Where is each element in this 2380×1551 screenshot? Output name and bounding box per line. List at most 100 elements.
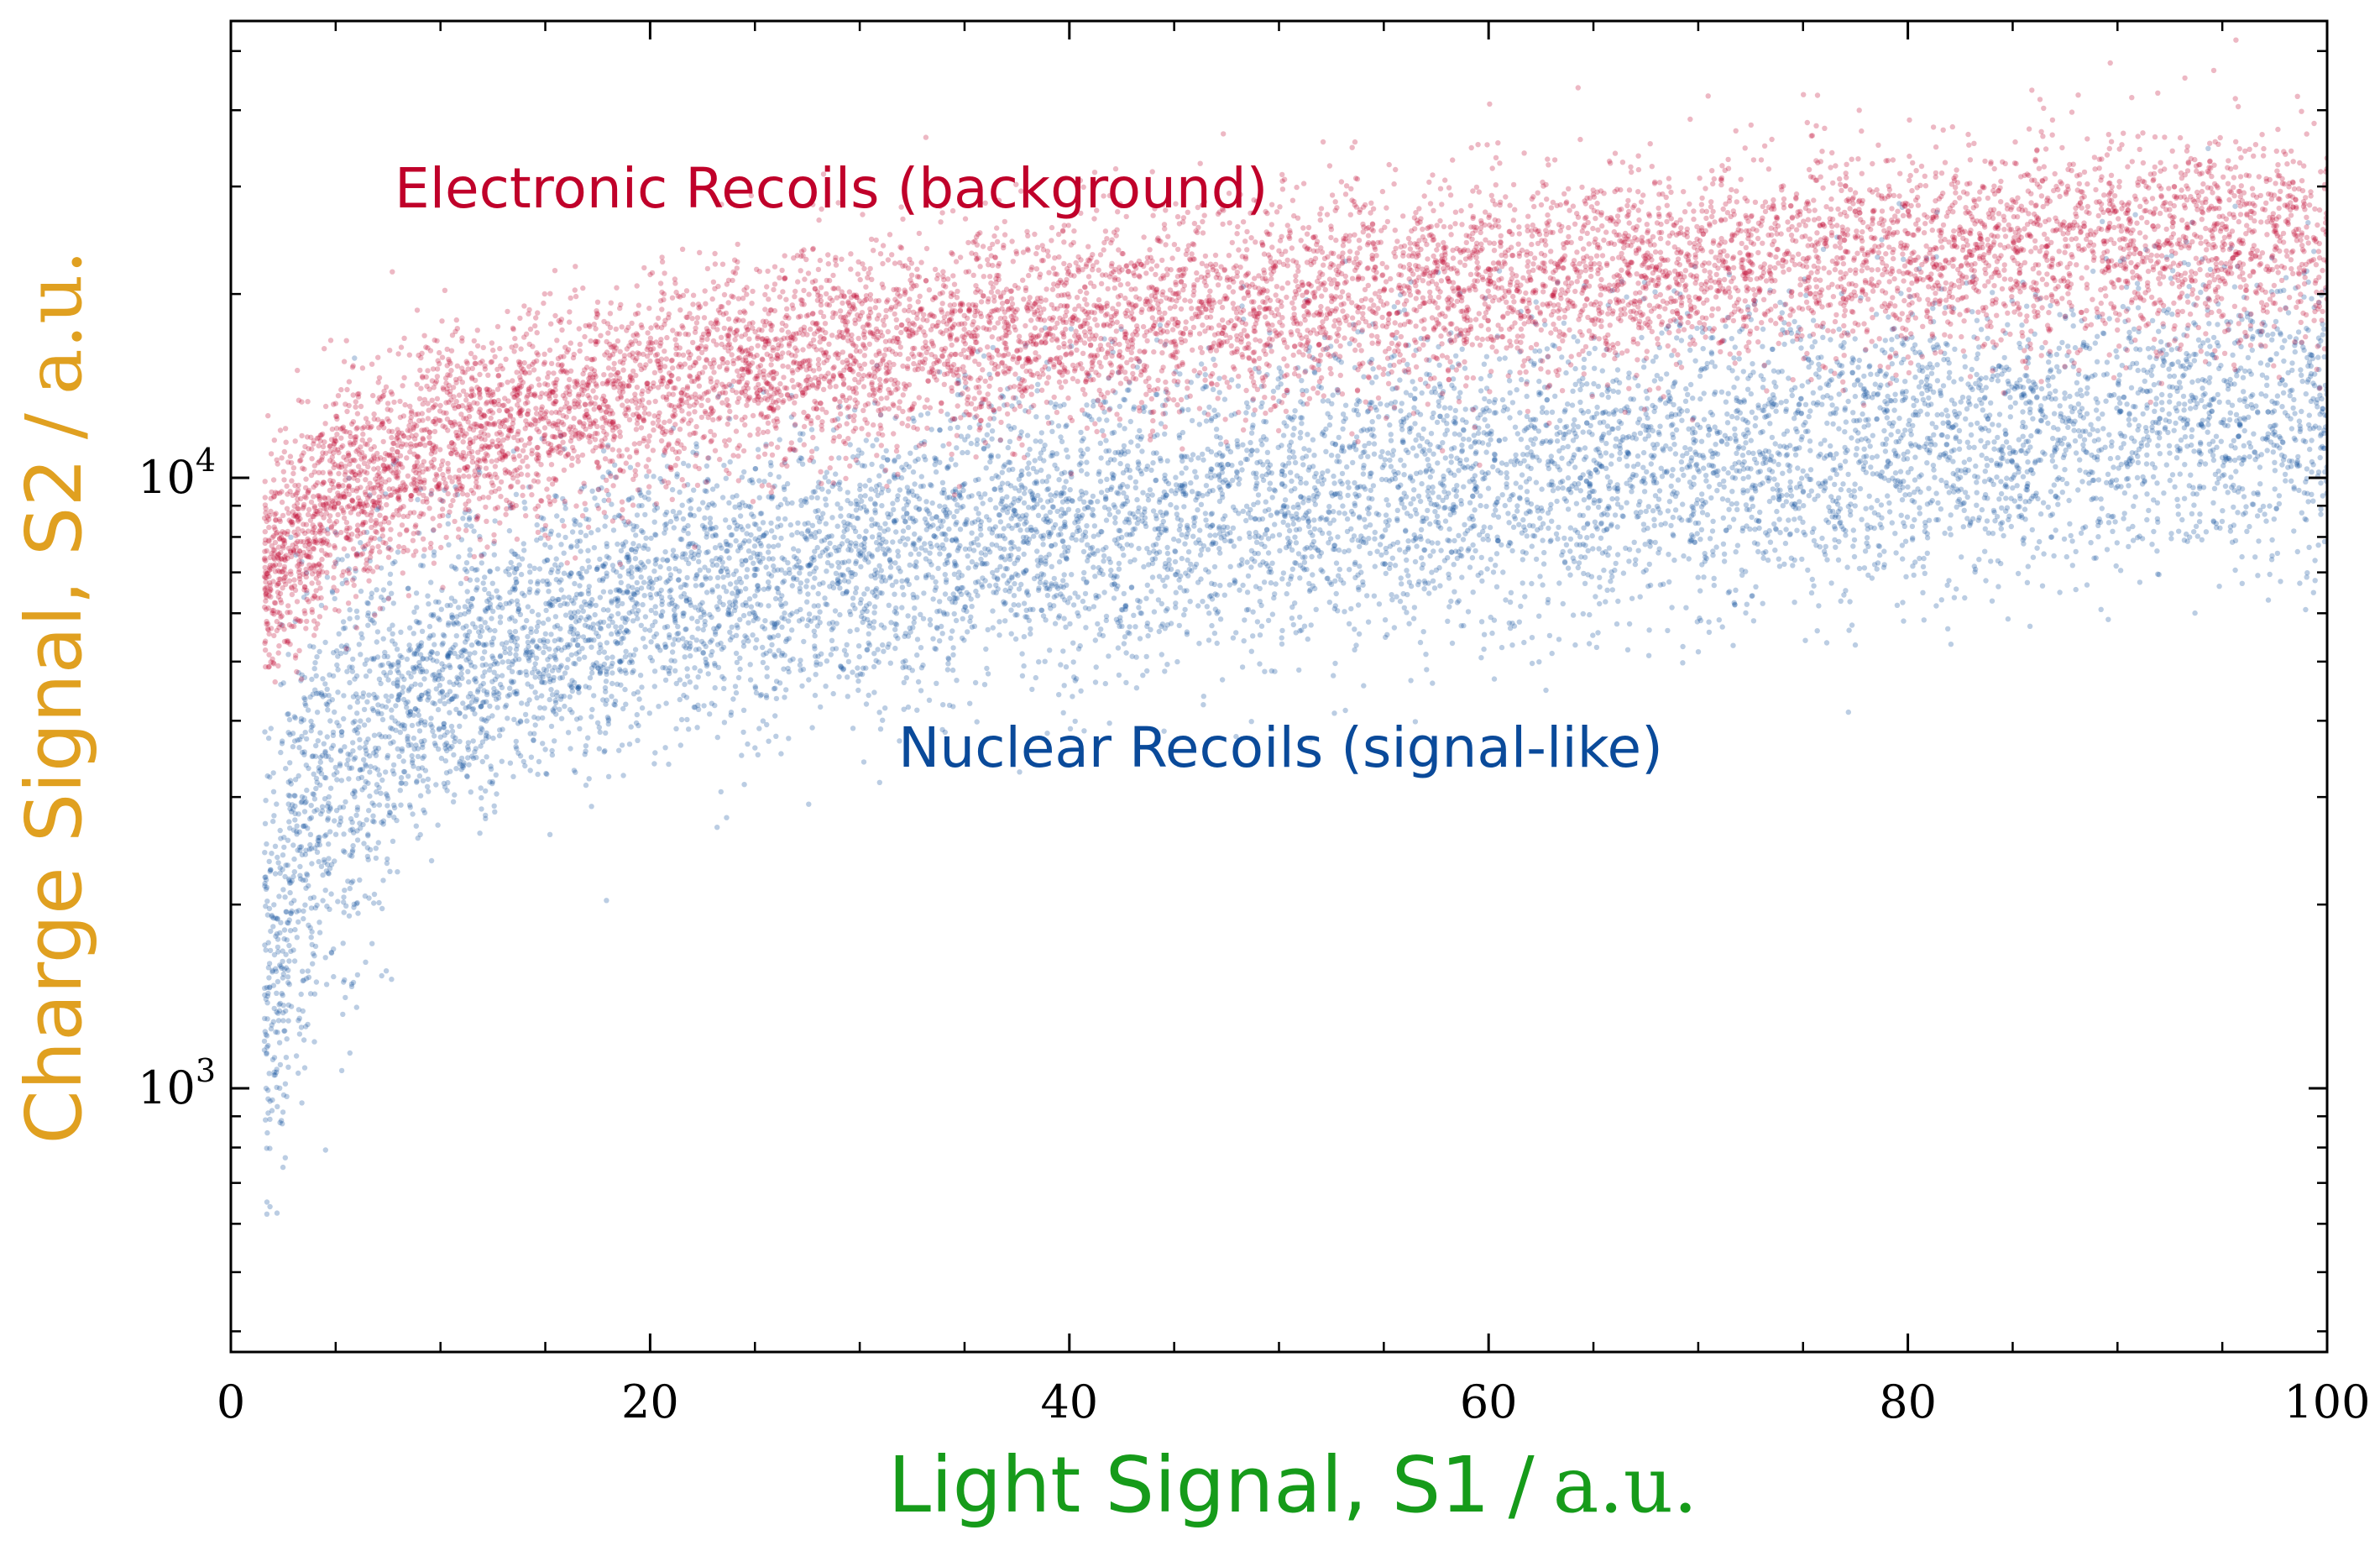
data-point [2191,320,2197,326]
data-point [1581,456,1588,463]
data-point [314,654,320,660]
data-point [1204,604,1211,610]
data-point [1284,423,1289,429]
data-point [694,572,700,578]
data-point [1054,490,1059,496]
data-point [442,487,447,493]
data-point [578,548,583,554]
data-point [694,618,700,625]
data-point [2304,570,2310,576]
data-point [1459,442,1465,448]
data-point [385,677,391,683]
data-point [1311,526,1318,532]
data-point [1652,405,1658,411]
data-point [477,831,483,836]
data-point [347,704,353,710]
data-point [2118,445,2124,451]
data-point [357,745,363,751]
data-point [1417,443,1423,449]
data-point [787,567,792,573]
data-point [999,469,1006,475]
data-point [1075,507,1081,514]
data-point [395,697,401,703]
data-point [1931,389,1937,396]
data-point [521,548,527,553]
data-point [720,574,726,580]
data-point [1793,411,1799,417]
data-point [561,595,567,600]
data-point [1036,659,1042,665]
data-point [1259,442,1265,448]
data-point [2067,393,2073,400]
data-point [871,610,877,616]
data-point [1652,539,1658,546]
data-point [1541,549,1547,556]
data-point [1502,502,1509,509]
data-point [1353,434,1360,440]
data-point [1653,354,1659,360]
data-point [1215,412,1221,418]
data-point [1301,623,1308,629]
data-point [1174,511,1180,517]
data-point [1458,501,1465,507]
data-point [477,533,483,540]
data-point [1744,420,1751,426]
data-point [353,1004,359,1010]
data-point [1098,490,1105,495]
data-point [866,631,872,637]
data-point [270,789,277,794]
data-point [1645,432,1652,439]
data-point [960,616,965,621]
data-point [942,572,949,578]
data-point [2303,479,2309,485]
data-point [407,709,413,715]
data-point [1707,536,1713,542]
data-point [1470,589,1476,595]
data-point [1435,540,1441,546]
data-point [266,905,273,912]
data-point [1507,599,1514,605]
data-point [1061,616,1067,621]
data-point [2267,503,2273,509]
data-point [1998,526,2004,532]
data-point [286,942,292,949]
data-point [1209,466,1215,473]
data-point [875,647,881,652]
data-point [1524,393,1530,400]
data-point [1567,548,1573,554]
data-point [773,695,780,702]
data-point [1462,521,1467,527]
data-point [859,463,866,469]
data-point [409,752,415,759]
data-point [1934,342,1940,348]
data-point [1850,543,1856,549]
data-point [744,531,750,537]
data-point [1753,415,1759,421]
data-point [1326,509,1331,515]
data-point [1412,558,1419,565]
data-point [2292,411,2298,417]
data-point [1029,527,1035,533]
data-point [1414,453,1420,458]
data-point [1855,364,1861,370]
data-point [1780,503,1786,509]
data-point [1985,440,1990,446]
data-point [714,734,720,741]
data-point [1478,554,1485,561]
data-point [558,637,564,643]
data-point [437,682,443,689]
data-point [285,1018,291,1024]
data-point [1138,436,1143,443]
data-point [1751,540,1758,546]
data-point [1917,511,1922,516]
data-point [357,736,363,742]
data-point [1278,381,1284,387]
data-point [1514,503,1520,509]
data-point [1290,521,1297,527]
data-point [311,666,317,672]
data-point [1459,346,1465,352]
data-point [949,537,955,543]
data-point [824,601,830,608]
data-point [398,780,404,786]
data-point [1302,554,1308,560]
